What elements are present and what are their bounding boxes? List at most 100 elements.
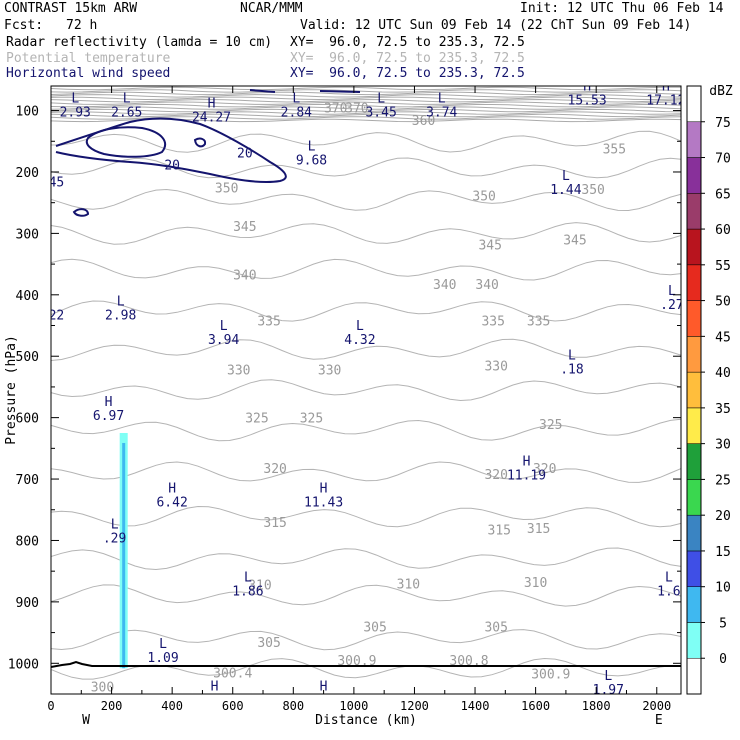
theta-isentrope-upper: [51, 108, 681, 113]
field-name-theta: Potential temperature: [6, 51, 171, 66]
theta-isentrope: [51, 505, 681, 528]
theta-label: 345: [563, 234, 586, 249]
colorbar-swatch: [686, 336, 702, 373]
wind-contour-top: [249, 89, 361, 93]
x-tick-label: 1000: [339, 699, 368, 713]
extremum-value: 2.84: [281, 106, 312, 121]
theta-label: 305: [257, 636, 280, 651]
extremum-value: 4.32: [344, 333, 375, 348]
extremum-value: 1.44: [550, 183, 581, 198]
valid-time: Valid: 12 UTC Sun 09 Feb 14 (22 ChT Sun …: [300, 18, 692, 33]
theta-isentrope-upper: [51, 94, 681, 98]
theta-label: 335: [527, 315, 550, 330]
wind-contour-small: [193, 137, 207, 148]
y-tick-label: 800: [16, 534, 39, 549]
colorbar-label: 0: [719, 652, 727, 667]
extremum-value: 6.42: [156, 496, 187, 511]
extremum-value: 11.19: [507, 469, 546, 484]
theta-isentrope: [51, 629, 681, 651]
center-label: NCAR/MMM: [240, 1, 303, 16]
theta-label: 335: [481, 315, 504, 330]
theta-label: 320: [263, 462, 286, 477]
extremum-symbol: H: [320, 679, 328, 694]
extremum-value: 9.68: [296, 154, 327, 169]
theta-label: 330: [318, 364, 341, 379]
y-tick-label: 700: [16, 473, 39, 488]
extremum-symbol: H: [168, 482, 176, 497]
theta-isentrope-upper: [51, 89, 681, 93]
theta-isentrope: [51, 338, 681, 361]
extremum-value: 2.98: [105, 308, 136, 323]
extremum-symbol: L: [71, 92, 79, 107]
theta-label: 320: [484, 468, 507, 483]
y-tick-label: 100: [16, 105, 39, 120]
extremum-symbol: L: [244, 571, 252, 586]
colorbar-label: 10: [715, 581, 731, 596]
colorbar-label: 65: [715, 187, 731, 202]
reflectivity-core: [122, 442, 126, 669]
theta-label: 370: [345, 101, 368, 116]
extremum-symbol: L: [668, 284, 676, 299]
colorbar-label: 15: [715, 545, 731, 560]
extremum-value: 17.12: [646, 93, 685, 108]
theta-isentrope: [51, 188, 681, 212]
theta-isentrope-upper: [51, 101, 681, 105]
colorbar-swatch: [686, 514, 702, 552]
colorbar-swatch: [686, 550, 702, 587]
init-time: Init: 12 UTC Thu 06 Feb 14: [520, 1, 724, 16]
theta-label: 310: [248, 579, 271, 594]
x-tick-label: 400: [161, 699, 183, 713]
colorbar-swatch: [686, 121, 702, 158]
extremum-symbol: H: [523, 455, 531, 470]
extremum-symbol: H: [208, 97, 216, 112]
theta-isentrope-upper: [51, 86, 681, 91]
extremum-value: .22: [41, 308, 64, 323]
theta-label: 300.9: [337, 654, 376, 669]
x-tick-label: 2000: [642, 699, 671, 713]
colorbar-swatch: [686, 371, 702, 409]
extremum-symbol: L: [562, 169, 570, 184]
extremum-value: 24.27: [192, 111, 231, 126]
extremum-value: 1.97: [593, 683, 624, 698]
extremum-symbol: L: [111, 517, 119, 532]
extremum-symbol: L: [159, 637, 167, 652]
colorbar-label: 55: [715, 259, 731, 274]
extremum-value: .29: [103, 531, 126, 546]
extremum-value: .45: [41, 176, 64, 191]
extremum-value: 3.74: [426, 106, 457, 121]
colorbar-label: 25: [715, 473, 731, 488]
theta-label: 370: [324, 101, 347, 116]
colorbar-frame: [686, 85, 702, 695]
y-tick-label: 400: [16, 289, 39, 304]
wind-contour-label: 20: [237, 146, 253, 161]
theta-isentrope: [51, 258, 681, 281]
colorbar-label: 60: [715, 223, 731, 238]
field-xy-reflectivity: XY= 96.0, 72.5 to 235.3, 72.5: [290, 35, 525, 50]
theta-label: 340: [233, 269, 256, 284]
x-tick-label: 200: [101, 699, 123, 713]
colorbar-swatch: [686, 657, 702, 695]
theta-label: 315: [527, 522, 550, 537]
plot-frame: [50, 85, 682, 695]
theta-label: 360: [412, 114, 435, 129]
extremum-value: 3.45: [365, 106, 396, 121]
colorbar-swatch: [686, 85, 702, 123]
extremum-symbol: L: [308, 140, 316, 155]
colorbar-swatch: [686, 228, 702, 266]
x-tick-label: 1400: [461, 699, 490, 713]
theta-label: 310: [397, 577, 420, 592]
wind-contour-20: [55, 117, 287, 184]
theta-isentrope: [51, 222, 681, 245]
y-tick-label: 200: [16, 166, 39, 181]
theta-isentrope: [51, 547, 681, 571]
theta-label: 350: [472, 189, 495, 204]
extremum-value: 1.6: [657, 585, 680, 600]
field-name-reflectivity: Radar reflectivity (lamda = 10 cm): [6, 35, 273, 50]
extremum-value: 5.06: [308, 693, 339, 708]
theta-label: 310: [524, 576, 547, 591]
colorbar-label: 45: [715, 330, 731, 345]
colorbar-swatch: [686, 622, 702, 659]
extremum-value: 6.97: [93, 409, 124, 424]
theta-label: 330: [484, 359, 507, 374]
